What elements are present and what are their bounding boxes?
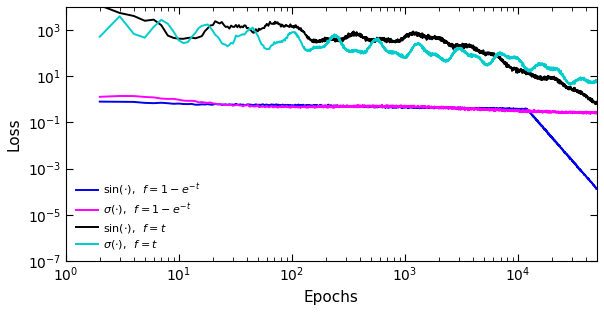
- $\sigma(\cdot),\;\; f=t$: [567, 83, 574, 87]
- $\sin(\cdot),\;\; f=t$: [332, 38, 339, 42]
- $\sigma(\cdot),\;\; f=1-e^{-t}$: [573, 111, 580, 115]
- $\sigma(\cdot),\;\; f=t$: [116, 14, 123, 18]
- $\sigma(\cdot),\;\; f=1-e^{-t}$: [353, 104, 360, 107]
- $\sigma(\cdot),\;\; f=t$: [594, 80, 601, 84]
- $\sin(\cdot),\;\; f=1-e^{-t}$: [594, 187, 601, 190]
- Line: $\sigma(\cdot),\;\; f=t$: $\sigma(\cdot),\;\; f=t$: [100, 16, 597, 85]
- Y-axis label: Loss: Loss: [7, 117, 22, 151]
- $\sin(\cdot),\;\; f=1-e^{-t}$: [332, 105, 339, 108]
- $\sigma(\cdot),\;\; f=1-e^{-t}$: [332, 105, 339, 108]
- Legend: $\sin(\cdot),\;\; f=1-e^{-t}$, $\sigma(\cdot),\;\; f=1-e^{-t}$, $\sin(\cdot),\;\: $\sin(\cdot),\;\; f=1-e^{-t}$, $\sigma(\…: [71, 178, 205, 256]
- $\sigma(\cdot),\;\; f=1-e^{-t}$: [96, 95, 103, 99]
- $\sin(\cdot),\;\; f=1-e^{-t}$: [352, 105, 359, 108]
- $\sigma(\cdot),\;\; f=1-e^{-t}$: [587, 112, 594, 116]
- $\sigma(\cdot),\;\; f=1-e^{-t}$: [368, 104, 376, 108]
- $\sigma(\cdot),\;\; f=t$: [573, 78, 580, 82]
- $\sigma(\cdot),\;\; f=t$: [96, 35, 103, 39]
- $\sigma(\cdot),\;\; f=t$: [287, 31, 294, 35]
- $\sin(\cdot),\;\; f=t$: [592, 102, 599, 106]
- $\sin(\cdot),\;\; f=1-e^{-t}$: [373, 105, 380, 109]
- $\sigma(\cdot),\;\; f=t$: [368, 40, 376, 44]
- $\sin(\cdot),\;\; f=t$: [352, 32, 359, 35]
- $\sigma(\cdot),\;\; f=1-e^{-t}$: [287, 106, 294, 110]
- $\sin(\cdot),\;\; f=1-e^{-t}$: [96, 100, 103, 104]
- $\sigma(\cdot),\;\; f=1-e^{-t}$: [116, 94, 123, 98]
- Line: $\sin(\cdot),\;\; f=t$: $\sin(\cdot),\;\; f=t$: [100, 5, 597, 104]
- $\sigma(\cdot),\;\; f=t$: [373, 39, 380, 43]
- Line: $\sin(\cdot),\;\; f=1-e^{-t}$: $\sin(\cdot),\;\; f=1-e^{-t}$: [100, 102, 597, 189]
- $\sigma(\cdot),\;\; f=1-e^{-t}$: [373, 104, 380, 108]
- X-axis label: Epochs: Epochs: [304, 290, 359, 305]
- $\sin(\cdot),\;\; f=1-e^{-t}$: [368, 105, 376, 109]
- $\sigma(\cdot),\;\; f=t$: [353, 49, 360, 53]
- $\sin(\cdot),\;\; f=t$: [368, 39, 376, 43]
- $\sigma(\cdot),\;\; f=1-e^{-t}$: [594, 111, 601, 115]
- $\sin(\cdot),\;\; f=1-e^{-t}$: [593, 187, 600, 191]
- $\sin(\cdot),\;\; f=t$: [573, 89, 580, 93]
- $\sigma(\cdot),\;\; f=t$: [332, 35, 339, 38]
- $\sin(\cdot),\;\; f=1-e^{-t}$: [286, 104, 294, 108]
- $\sin(\cdot),\;\; f=t$: [96, 3, 103, 7]
- $\sin(\cdot),\;\; f=t$: [373, 38, 380, 41]
- $\sin(\cdot),\;\; f=1-e^{-t}$: [573, 163, 580, 166]
- Line: $\sigma(\cdot),\;\; f=1-e^{-t}$: $\sigma(\cdot),\;\; f=1-e^{-t}$: [100, 96, 597, 114]
- $\sin(\cdot),\;\; f=t$: [286, 25, 294, 28]
- $\sin(\cdot),\;\; f=t$: [594, 101, 601, 105]
